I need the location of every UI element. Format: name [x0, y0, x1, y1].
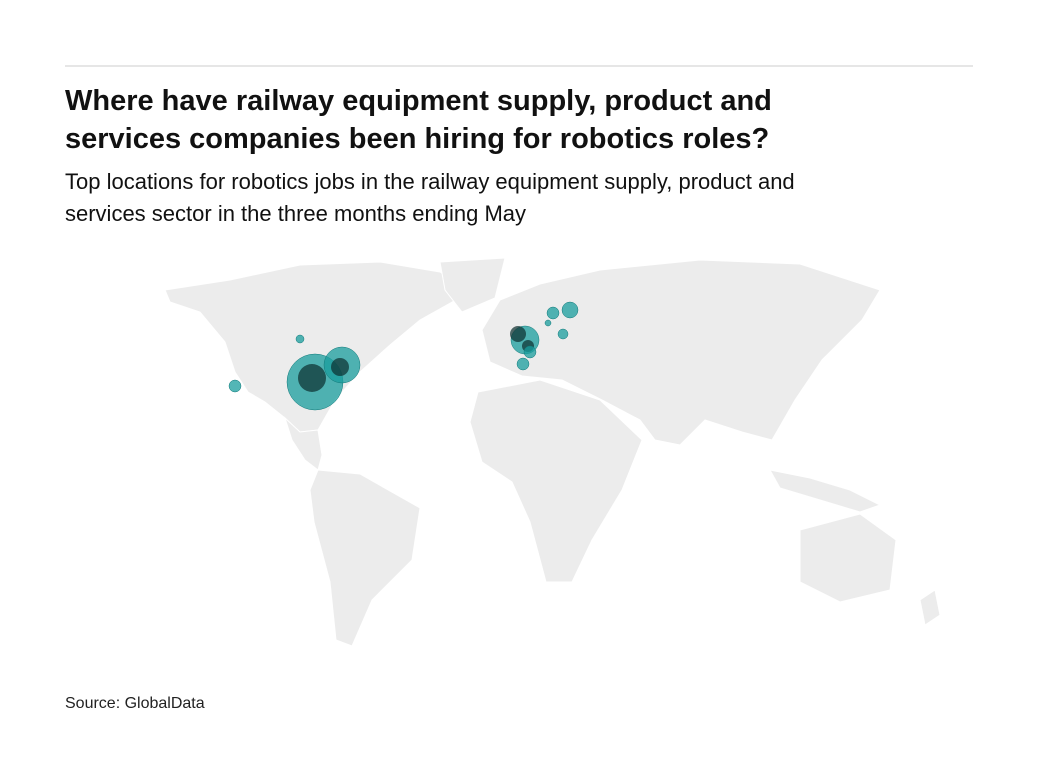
south-america [309, 469, 421, 647]
bubble [298, 364, 326, 392]
new-zealand [919, 589, 941, 626]
indonesia [769, 469, 882, 513]
bubble [523, 345, 537, 359]
subtitle-line: Top locations for robotics jobs in the r… [65, 169, 795, 194]
bubble [228, 379, 242, 393]
bubble [295, 334, 305, 344]
title-line: services companies been hiring for robot… [65, 123, 769, 155]
title-line: Where have railway equipment supply, pro… [65, 85, 772, 117]
central-america [283, 416, 323, 471]
bubble [561, 301, 579, 319]
bubble [544, 319, 552, 327]
subtitle-line: services sector in the three months endi… [65, 201, 526, 226]
bubble [331, 358, 349, 376]
north-america [164, 261, 471, 433]
bubble [516, 357, 530, 371]
greenland [439, 257, 506, 313]
world-map [164, 257, 941, 647]
eurasia [481, 259, 881, 446]
source: Source: GlobalData [65, 695, 205, 712]
bubble [546, 306, 560, 320]
africa [469, 379, 643, 583]
australia [799, 513, 897, 603]
bubble [510, 326, 526, 342]
location-bubbles [228, 301, 579, 411]
bubble [557, 328, 569, 340]
